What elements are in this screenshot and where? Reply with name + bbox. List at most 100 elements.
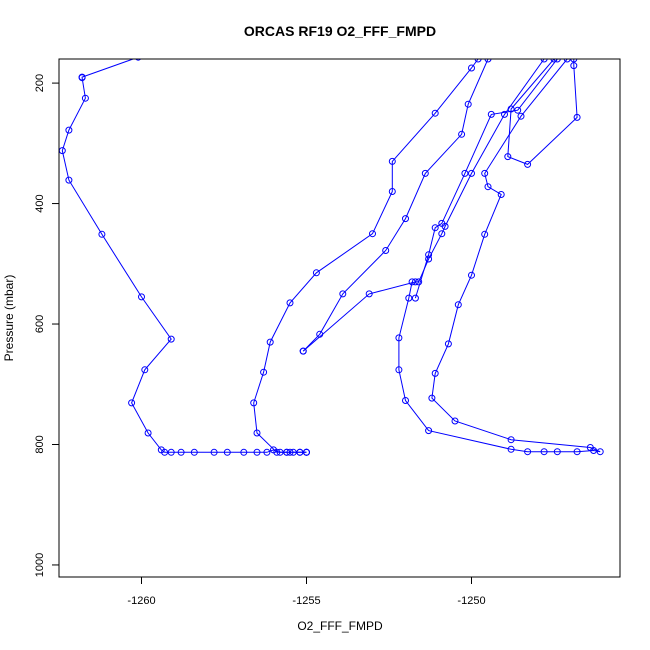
data-point [286, 299, 294, 307]
data-point [266, 338, 274, 346]
data-point [128, 399, 136, 407]
y-axis-label: Pressure (mbar) [2, 275, 16, 362]
data-point [425, 427, 433, 435]
data-point [388, 157, 396, 165]
x-tick-label: -1250 [457, 595, 485, 607]
data-point [524, 448, 532, 456]
data-point [299, 347, 307, 355]
data-point [570, 62, 578, 70]
data-point [474, 59, 482, 63]
data-point [501, 110, 508, 118]
data-point [497, 191, 505, 198]
data-point [273, 448, 281, 456]
data-point [78, 74, 86, 82]
data-point [283, 448, 291, 456]
data-point [507, 436, 515, 444]
series-6 [504, 59, 581, 168]
data-point [415, 278, 423, 286]
data-point [177, 448, 185, 456]
data-point [138, 293, 145, 301]
data-point [428, 394, 436, 402]
data-point [425, 251, 433, 259]
series-line [253, 59, 479, 453]
x-tick-label: -1255 [292, 595, 320, 607]
data-point [395, 334, 403, 342]
data-point [365, 290, 373, 298]
data-point [514, 106, 522, 114]
data-point [167, 335, 175, 343]
data-point [253, 429, 261, 437]
data-point [481, 169, 489, 177]
series-line [507, 59, 578, 165]
data-point [553, 59, 561, 63]
data-point [296, 448, 304, 456]
data-point [431, 224, 439, 232]
y-tick-label: 1000 [34, 553, 46, 577]
y-tick-label: 600 [34, 315, 46, 333]
data-point [65, 126, 73, 134]
data-point [504, 153, 512, 161]
series-layer [59, 59, 604, 456]
data-point [468, 169, 475, 177]
data-point [402, 215, 409, 223]
data-point [161, 448, 169, 456]
data-point [395, 366, 403, 374]
data-point [240, 448, 248, 456]
data-point [339, 290, 347, 298]
data-point [253, 448, 261, 456]
data-point [596, 448, 604, 456]
data-point [451, 417, 459, 425]
y-axis: 200 400 600 800 1000 [34, 74, 59, 577]
data-point [81, 94, 89, 102]
data-point [260, 368, 268, 376]
data-point [223, 448, 231, 456]
data-point [573, 448, 581, 456]
data-point [468, 64, 475, 72]
data-point [517, 112, 525, 120]
data-point [464, 100, 472, 108]
series-line [302, 59, 545, 352]
series-7 [395, 59, 604, 456]
data-point [481, 230, 489, 238]
data-point [411, 278, 419, 286]
data-point [141, 366, 149, 374]
data-point [431, 109, 439, 117]
data-point [250, 399, 258, 407]
data-point [388, 188, 396, 195]
data-point [550, 59, 558, 63]
data-point [484, 183, 492, 191]
data-point [312, 269, 320, 277]
data-point [454, 301, 462, 309]
data-point [144, 429, 152, 437]
x-axis: -1260 -1255 -1250 [127, 577, 486, 607]
data-point [431, 369, 439, 377]
data-point [553, 448, 561, 456]
data-point [135, 59, 142, 61]
data-point [382, 247, 390, 254]
data-point [369, 230, 376, 238]
data-point [210, 448, 218, 456]
data-point [524, 160, 532, 168]
data-point [65, 176, 73, 184]
data-point [507, 445, 515, 453]
data-point [458, 130, 466, 138]
chart-title: ORCAS RF19 O2_FFF_FMPD [244, 23, 436, 39]
y-tick-label: 800 [34, 435, 46, 453]
data-point [405, 294, 413, 302]
data-point [540, 59, 548, 63]
series-3 [299, 59, 492, 355]
data-point [98, 230, 106, 238]
y-tick-label: 200 [34, 74, 46, 92]
data-point [444, 340, 452, 348]
x-tick-label: -1260 [127, 595, 155, 607]
data-point [167, 448, 175, 456]
series-2 [250, 59, 482, 456]
x-axis-label: O2_FFF_FMPD [297, 619, 383, 633]
data-point [507, 105, 515, 113]
data-point [411, 294, 419, 302]
data-point [573, 113, 581, 121]
data-point [570, 59, 578, 63]
data-point [590, 447, 598, 454]
series-line [302, 59, 489, 352]
